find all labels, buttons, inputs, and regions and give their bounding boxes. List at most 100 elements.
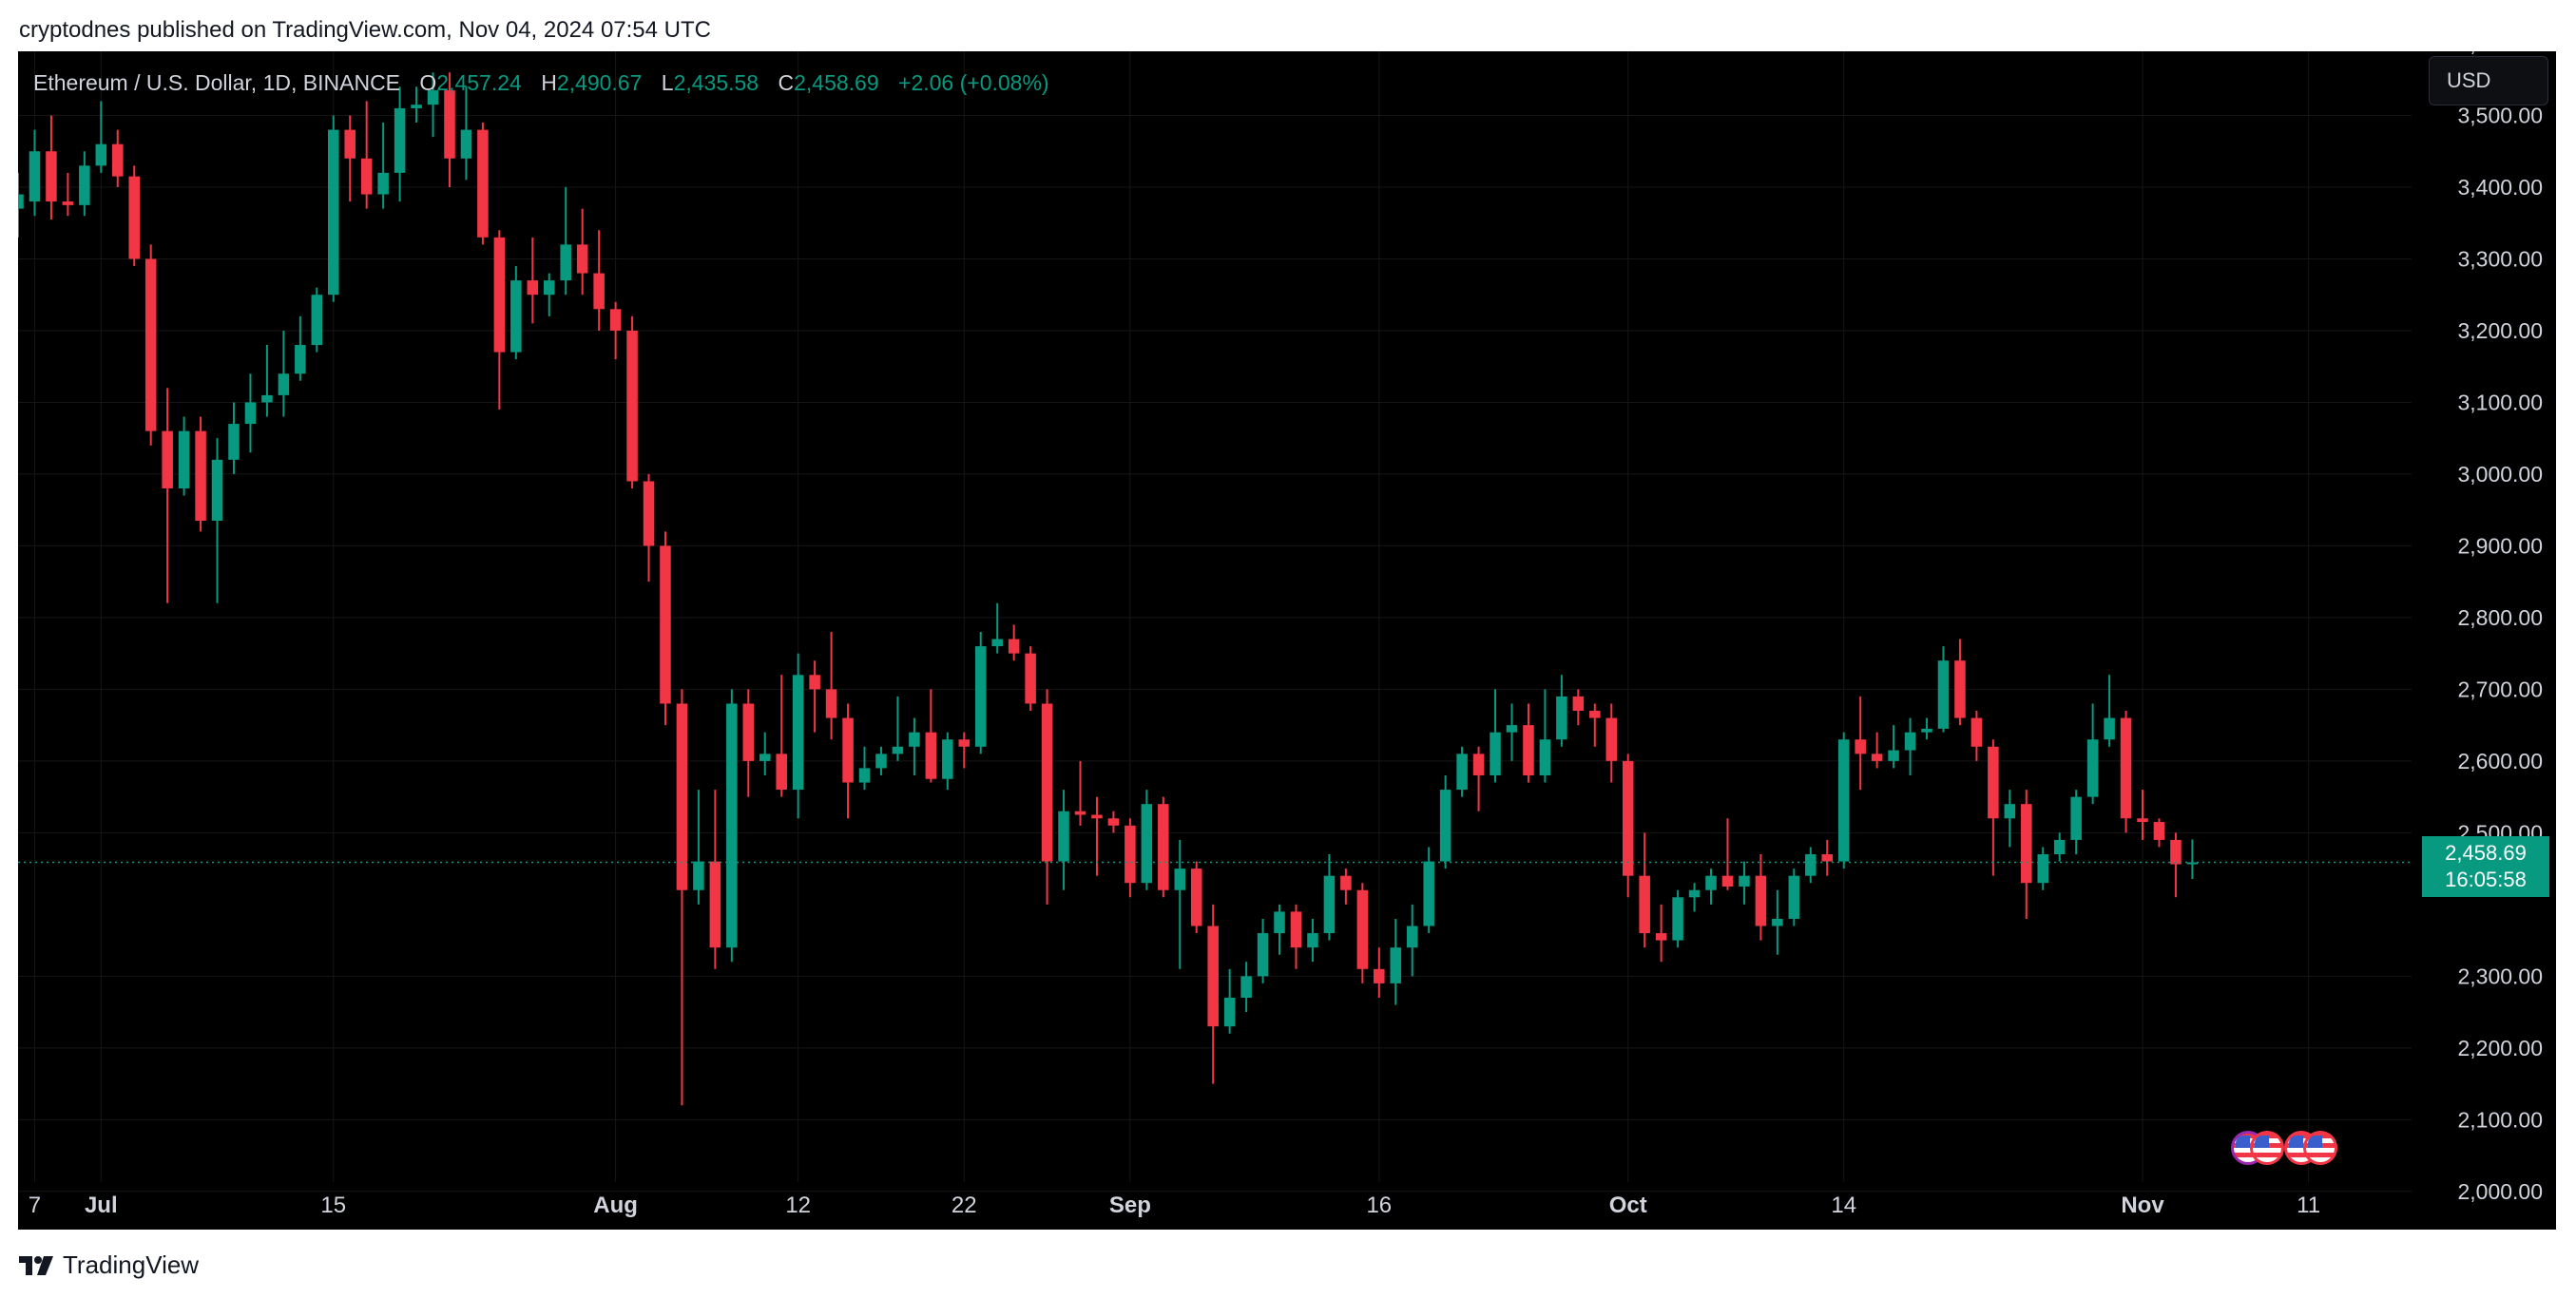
price-axis-label: 3,000.00 [2457,462,2543,487]
candle-body [1323,875,1336,934]
candle-body [1589,711,1601,718]
candle-body [1141,804,1153,884]
candle-body [958,739,971,747]
candle-body [1058,811,1069,862]
candle-body [1374,968,1385,983]
candle-body [1904,732,1916,751]
change-value: +2.06 (+0.08%) [898,70,1049,95]
candle-body [79,165,90,205]
candle-body [1158,804,1169,890]
price-axis-label: 3,500.00 [2457,103,2543,127]
candle-body [1539,739,1551,775]
price-axis-label: 3,400.00 [2457,175,2543,200]
economic-events[interactable] [2231,1131,2355,1169]
candle-body [576,244,588,274]
us-flag-icon[interactable] [2250,1131,2284,1165]
candle-body [1340,875,1352,890]
candle-body [2120,717,2132,819]
high-label: H [541,70,557,95]
candle-body [1837,739,1850,862]
time-axis-label: Aug [593,1193,638,1218]
candle-body [1937,660,1950,729]
candle-body [1456,754,1468,791]
candle-body [942,739,953,779]
candle-body [1041,703,1053,862]
low-value: 2,435.58 [673,70,759,95]
candle-body [1125,825,1136,884]
time-axis-label: 14 [1831,1193,1856,1218]
time-axis-label: Jul [85,1193,118,1218]
candle-body [1988,746,1999,819]
candle-body [1257,933,1269,977]
candle-body [1688,889,1701,898]
candle-body [1622,760,1634,876]
candle-body [162,430,173,489]
candle-body [1490,732,1501,775]
candle-body [460,129,472,159]
candle-body [726,703,738,948]
candle-body [427,90,439,105]
candle-body [1672,897,1683,941]
candle-body [1871,754,1883,761]
candle-body [543,280,555,296]
time-axis-label: Sep [1109,1193,1151,1218]
candle-body [842,717,854,783]
candle-body [327,129,339,296]
close-value: 2,458.69 [794,70,879,95]
candle-body [693,861,704,890]
tradingview-logo-icon [19,1255,53,1275]
price-axis-label: 2,100.00 [2457,1107,2543,1132]
candle-body [560,244,571,281]
candle-body [1805,854,1817,876]
candle-body [1855,739,1866,754]
candle-body [2070,796,2082,840]
candle-body [1274,911,1285,934]
candle-body [1107,818,1120,826]
candle-body [278,373,290,395]
time-axis-label: 22 [952,1193,977,1218]
candle-body [95,143,107,166]
price-axis-label: 3,200.00 [2457,318,2543,343]
low-label: L [661,70,674,95]
chart-pane[interactable]: 2,000.00 2,100.00 2,200.00 2,300.00 2,500.00… [18,51,2556,1230]
us-flag-icon[interactable] [2303,1131,2337,1165]
candle-body [2021,804,2032,884]
symbol-title[interactable]: Ethereum / U.S. Dollar, 1D, BINANCE [33,70,401,95]
candle-body [411,105,422,108]
open-value: 2,457.24 [436,70,522,95]
high-value: 2,490.67 [556,70,643,95]
candle-body [858,768,871,783]
candle-body [1655,933,1667,941]
candle-body [1008,639,1020,654]
candle-body [709,861,721,948]
last-price-value: 2,458.69 [2445,841,2527,865]
candle-body [991,639,1003,647]
candle-body [1921,728,1932,733]
candle-body [1506,725,1518,733]
candle-body [1190,869,1202,926]
candle-body [660,545,671,704]
price-axis-label: 2,900.00 [2457,533,2543,558]
candle-body [1721,875,1734,887]
time-axis-label: 7 [29,1193,41,1218]
candle-body [112,143,124,177]
candle-body [909,732,920,747]
candle-body [776,754,787,791]
candle-body [1739,875,1750,887]
currency-button[interactable]: USD [2429,56,2548,105]
candle-body [2186,862,2199,865]
price-chart[interactable]: 2,000.002,100.002,200.002,300.002,500.00… [18,51,2556,1230]
candle-body [1423,861,1434,926]
candle-body [1074,811,1086,815]
tradingview-logo[interactable]: TradingView [19,1250,199,1280]
bar-countdown: 16:05:58 [2445,868,2527,891]
candle-body [1556,696,1567,740]
candle-body [228,424,240,460]
candle-body [1207,926,1219,1027]
candle-body [1772,918,1783,926]
price-axis-label: 3,300.00 [2457,246,2543,271]
candle-body [2004,804,2016,819]
candle-body [2037,854,2049,884]
candle-body [1439,790,1451,862]
price-axis-label: 3,600.00 [2457,51,2543,56]
